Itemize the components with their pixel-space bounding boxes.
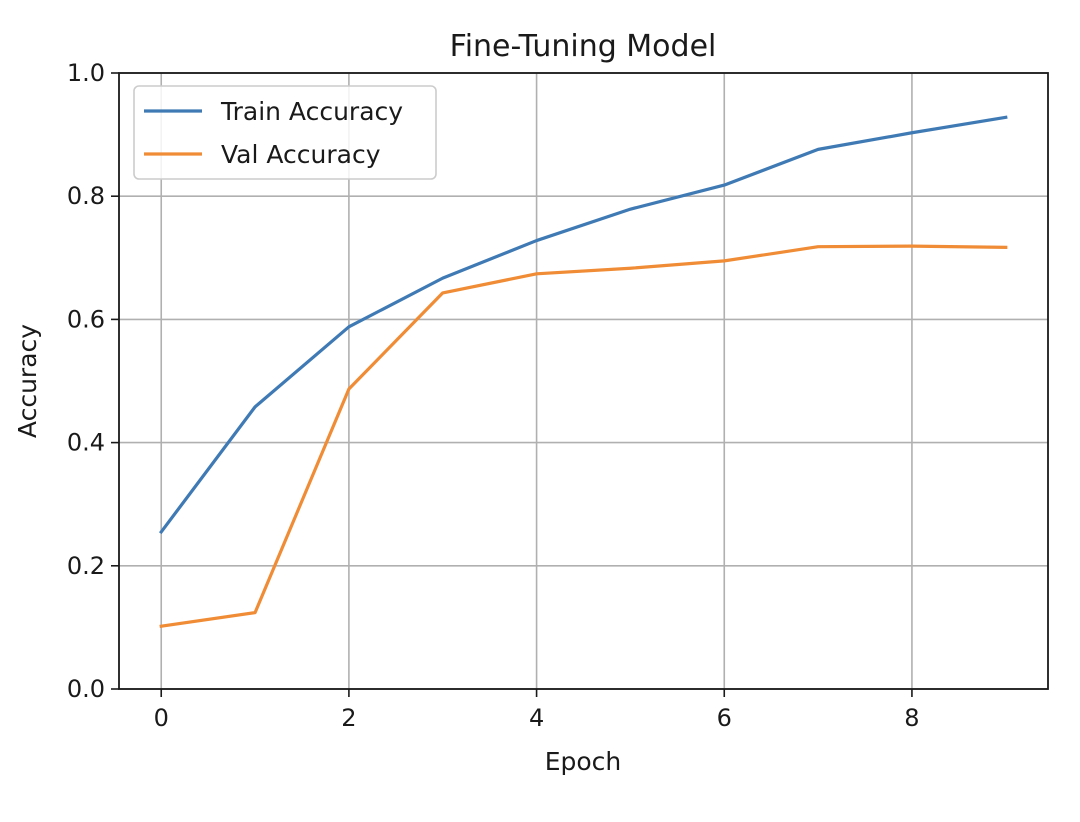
y-tick-label: 0.0 xyxy=(67,675,105,703)
axis-ticks: 0 2 4 6 8 0.0 0.2 0.4 0.6 0.8 1.0 xyxy=(67,59,920,732)
x-tick-label: 8 xyxy=(904,704,919,732)
legend-box xyxy=(133,85,437,180)
legend-label: Val Accuracy xyxy=(221,140,381,169)
y-axis-label: Accuracy xyxy=(13,324,42,438)
y-tick-label: 0.8 xyxy=(67,182,105,210)
series-line-train-accuracy xyxy=(158,115,1008,535)
x-tick-label: 2 xyxy=(341,704,356,732)
chart-title: Fine-Tuning Model xyxy=(450,29,717,64)
y-tick-label: 0.6 xyxy=(67,305,105,333)
y-tick-label: 0.2 xyxy=(67,552,105,580)
plot-frame xyxy=(118,72,1049,690)
series-lines xyxy=(158,115,1008,628)
x-tick-label: 4 xyxy=(529,704,544,732)
x-tick-label: 0 xyxy=(154,704,169,732)
y-tick-label: 0.4 xyxy=(67,429,105,457)
x-axis-label: Epoch xyxy=(545,747,622,776)
series-line-val-accuracy xyxy=(159,244,1008,628)
y-tick-label: 1.0 xyxy=(67,59,105,87)
x-tick-label: 6 xyxy=(717,704,732,732)
legend: Train Accuracy Val Accuracy xyxy=(133,85,437,180)
legend-label: Train Accuracy xyxy=(220,97,403,126)
